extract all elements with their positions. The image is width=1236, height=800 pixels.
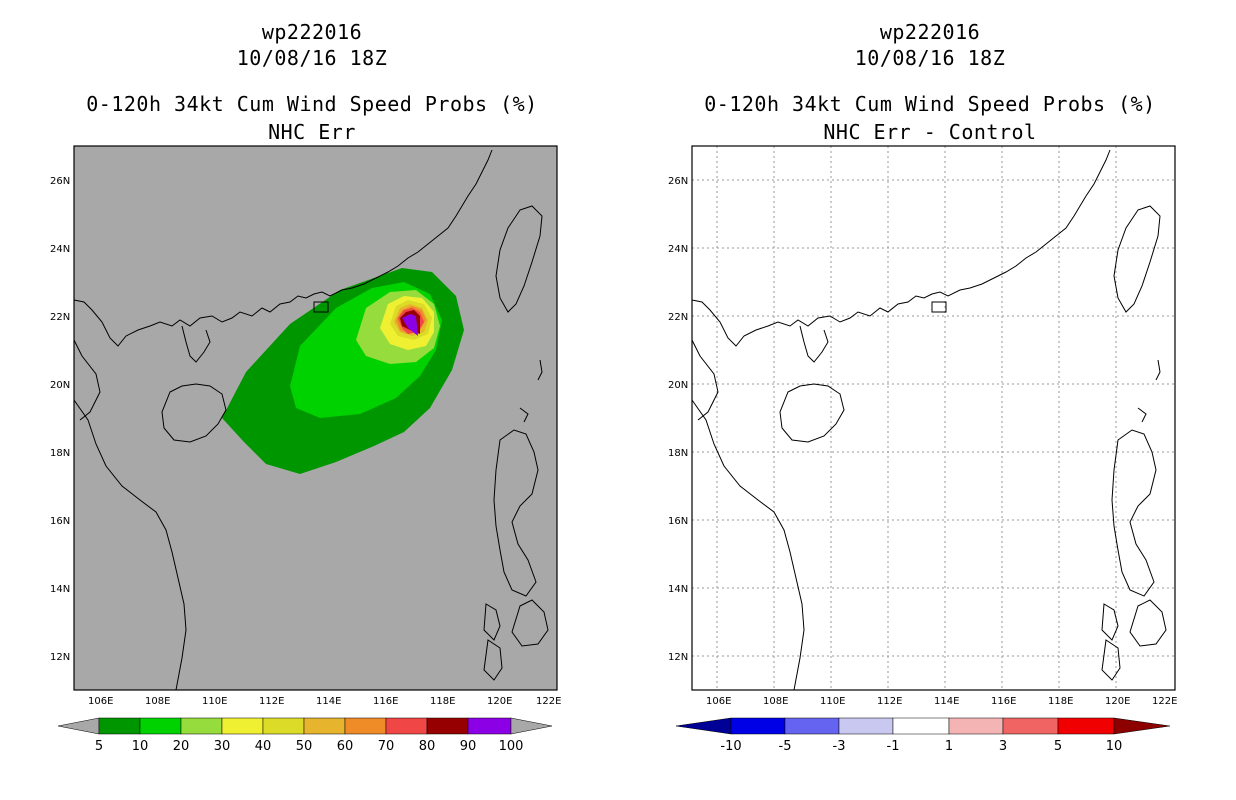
lon-label: 106E: [88, 696, 113, 707]
lat-label: 20N: [668, 380, 688, 391]
lat-label: 24N: [668, 244, 688, 255]
lat-label: 22N: [50, 312, 70, 323]
lat-label: 12N: [50, 652, 70, 663]
colorbar-swatch: [892, 717, 950, 735]
right-map-background: [691, 145, 1176, 691]
lon-label: 112E: [877, 696, 902, 707]
lon-label: 122E: [536, 696, 561, 707]
colorbar-swatch: [1002, 717, 1059, 735]
lat-label: 14N: [668, 584, 688, 595]
colorbar-label: 90: [460, 739, 477, 754]
colorbar-label: 1: [945, 739, 953, 754]
colorbar-low-triangle: [57, 717, 100, 735]
lat-label: 12N: [668, 652, 688, 663]
colorbar-swatch: [139, 717, 182, 735]
right-map: [691, 145, 1176, 691]
colorbar-label: 20: [173, 739, 190, 754]
lon-label: 112E: [259, 696, 284, 707]
colorbar-swatch: [98, 717, 141, 735]
lat-label: 26N: [668, 176, 688, 187]
left-subtitle: NHC Err: [268, 120, 356, 144]
lon-label: 118E: [430, 696, 455, 707]
colorbar-label: -10: [720, 739, 741, 754]
colorbar-label: 10: [132, 739, 149, 754]
right-product-title: 0-120h 34kt Cum Wind Speed Probs (%): [704, 92, 1156, 116]
right-lat-labels: 26N 24N 22N 20N 18N 16N 14N 12N: [668, 176, 688, 663]
colorbar-swatch: [1057, 717, 1115, 735]
left-datetime: 10/08/16 18Z: [236, 46, 388, 70]
colorbar-swatch: [426, 717, 469, 735]
colorbar-swatch: [303, 717, 346, 735]
right-datetime: 10/08/16 18Z: [854, 46, 1006, 70]
right-colorbar: -10 -5 -3 -1 1 3 5 10: [675, 717, 1171, 754]
lon-label: 114E: [316, 696, 341, 707]
colorbar-label: 5: [95, 739, 103, 754]
colorbar-swatch: [221, 717, 264, 735]
colorbar-label: -1: [887, 739, 900, 754]
lat-label: 26N: [50, 176, 70, 187]
right-subtitle: NHC Err - Control: [823, 120, 1037, 144]
lon-label: 110E: [202, 696, 227, 707]
colorbar-label: 60: [337, 739, 354, 754]
lat-label: 18N: [50, 448, 70, 459]
left-colorbar: 5 10 20 30 40 50 60 70 80 90 100: [57, 717, 553, 754]
right-storm-id: wp222016: [879, 20, 981, 44]
lat-label: 20N: [50, 380, 70, 391]
left-product-title: 0-120h 34kt Cum Wind Speed Probs (%): [86, 92, 538, 116]
colorbar-label: 80: [419, 739, 436, 754]
probability-contours: [222, 268, 464, 474]
colorbar-label: 3: [999, 739, 1007, 754]
colorbar-high-triangle: [1113, 717, 1171, 735]
left-lat-labels: 26N 24N 22N 20N 18N 16N 14N 12N: [50, 176, 70, 663]
colorbar-swatch: [730, 717, 786, 735]
colorbar-label: -5: [779, 739, 792, 754]
colorbar-label: 100: [499, 739, 524, 754]
lon-label: 110E: [820, 696, 845, 707]
left-storm-id: wp222016: [261, 20, 363, 44]
colorbar-swatch: [344, 717, 387, 735]
colorbar-label: 5: [1054, 739, 1062, 754]
colorbar-label: 40: [255, 739, 272, 754]
left-lon-labels: 106E 108E 110E 112E 114E 116E 118E 120E …: [88, 696, 561, 707]
lon-label: 118E: [1048, 696, 1073, 707]
lat-label: 24N: [50, 244, 70, 255]
lat-label: 14N: [50, 584, 70, 595]
lon-label: 114E: [934, 696, 959, 707]
colorbar-low-triangle: [675, 717, 732, 735]
left-map: [73, 145, 558, 691]
colorbar-swatch: [262, 717, 305, 735]
right-lon-labels: 106E 108E 110E 112E 114E 116E 118E 120E …: [706, 696, 1177, 707]
lat-label: 18N: [668, 448, 688, 459]
colorbar-swatch: [180, 717, 223, 735]
lat-label: 22N: [668, 312, 688, 323]
lon-label: 116E: [373, 696, 398, 707]
colorbar-swatch: [838, 717, 894, 735]
colorbar-label: 30: [214, 739, 231, 754]
lon-label: 120E: [1105, 696, 1130, 707]
lon-label: 108E: [145, 696, 170, 707]
lat-label: 16N: [50, 516, 70, 527]
colorbar-swatch: [385, 717, 428, 735]
lon-label: 108E: [763, 696, 788, 707]
colorbar-label: -3: [833, 739, 846, 754]
colorbar-swatch: [784, 717, 840, 735]
colorbar-high-triangle: [510, 717, 553, 735]
colorbar-label: 10: [1106, 739, 1123, 754]
colorbar-label: 50: [296, 739, 313, 754]
colorbar-swatch: [948, 717, 1004, 735]
colorbar-swatch: [467, 717, 512, 735]
lon-label: 122E: [1152, 696, 1177, 707]
lon-label: 120E: [487, 696, 512, 707]
lon-label: 116E: [991, 696, 1016, 707]
lat-label: 16N: [668, 516, 688, 527]
lon-label: 106E: [706, 696, 731, 707]
colorbar-label: 70: [378, 739, 395, 754]
